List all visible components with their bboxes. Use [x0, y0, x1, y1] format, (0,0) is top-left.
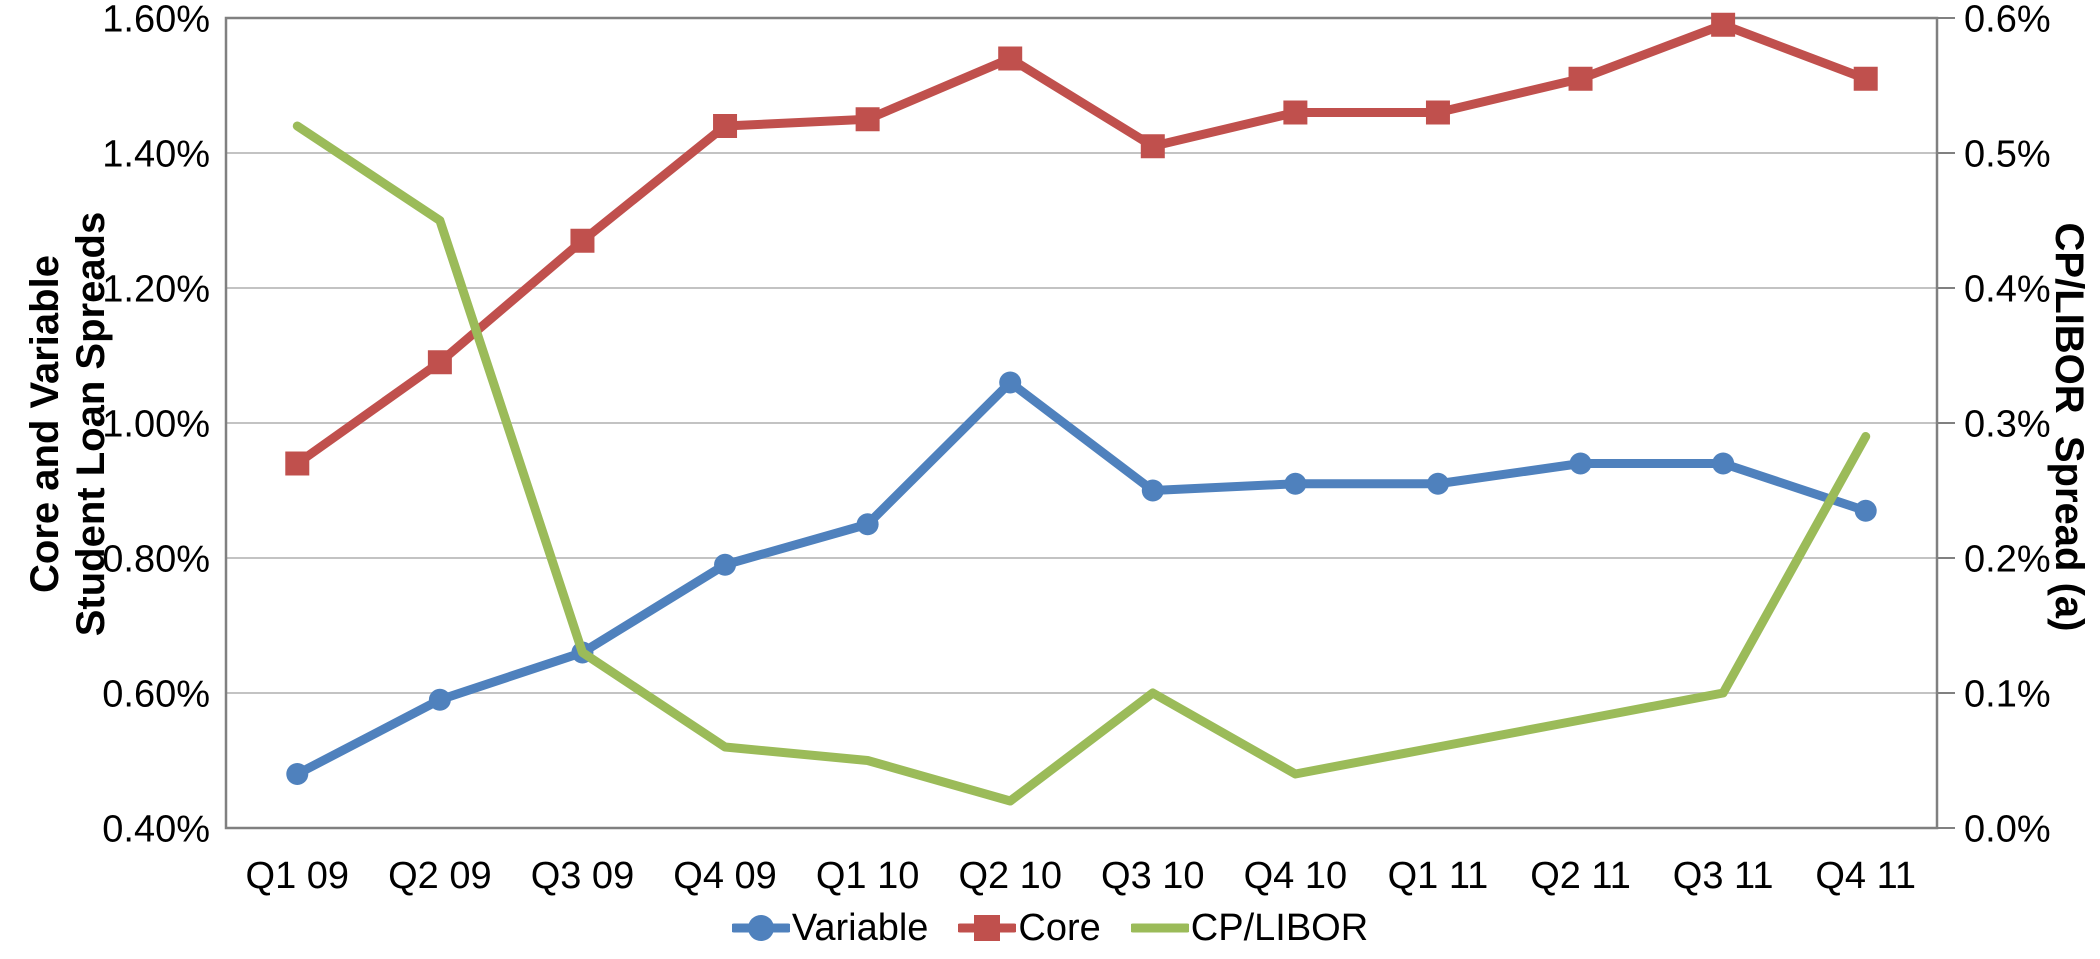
data-point-core [1711, 12, 1736, 37]
right-axis-tick-label: 0.5% [1964, 133, 2051, 175]
data-point-variable [714, 553, 737, 576]
data-point-variable [1284, 472, 1307, 495]
data-point-core [570, 228, 595, 253]
data-point-variable [1141, 479, 1164, 502]
legend-item-variable: Variable [731, 906, 929, 950]
data-point-core [285, 451, 310, 476]
left-axis-tick-label: 0.40% [102, 808, 210, 850]
x-axis-label: Q1 09 [246, 855, 350, 897]
data-point-variable [1712, 452, 1735, 475]
x-axis-label: Q3 09 [531, 855, 635, 897]
x-axis-label: Q3 10 [1101, 855, 1205, 897]
right-axis-title: CP/LIBOR Spread (a) [2047, 222, 2091, 632]
data-point-core [1283, 100, 1308, 125]
data-point-variable [1569, 452, 1592, 475]
legend-label: CP/LIBOR [1190, 906, 1369, 949]
x-axis-label: Q4 10 [1244, 855, 1348, 897]
core-line-square-marker-icon [958, 915, 1017, 941]
series-line-variable [292, 378, 1871, 779]
series-line-core [292, 20, 1871, 468]
data-point-variable [1426, 472, 1449, 495]
plot-border [224, 16, 1939, 830]
data-point-variable [1854, 499, 1877, 522]
data-point-core [1140, 134, 1165, 159]
right-axis-tick-label: 0.0% [1964, 808, 2051, 850]
data-point-core [1425, 100, 1450, 125]
data-point-variable [856, 513, 879, 536]
series-line-cp-libor [292, 121, 1871, 806]
x-axis-label: Q2 10 [958, 855, 1062, 897]
data-point-variable [999, 371, 1022, 394]
x-axis-label: Q4 11 [1815, 855, 1916, 897]
left-axis-tick-label: 0.60% [102, 673, 210, 715]
variable-line-circle-marker-icon [731, 915, 790, 941]
left-axis-tick-label: 0.80% [102, 538, 210, 580]
data-point-variable [428, 688, 451, 711]
cp-libor-line-marker-icon [1130, 923, 1189, 933]
legend-label: Core [1018, 906, 1101, 949]
x-axis-label: Q1 10 [816, 855, 920, 897]
data-point-core [713, 114, 738, 138]
legend-label: Variable [791, 906, 929, 949]
right-axis-tick-label: 0.2% [1964, 538, 2051, 580]
data-point-variable [286, 763, 309, 785]
left-axis-title: Core and Variable Student Loan Spreads [23, 211, 113, 637]
x-axis-label: Q1 11 [1388, 855, 1489, 897]
left-axis-tick-label: 1.20% [102, 268, 210, 310]
x-axis-label: Q4 09 [673, 855, 777, 897]
right-axis-tick-label: 0.4% [1964, 268, 2051, 310]
data-point-core [998, 46, 1023, 71]
data-point-core [1568, 66, 1593, 91]
x-axis-label: Q2 11 [1530, 855, 1631, 897]
left-axis-tick-label: 1.00% [102, 403, 210, 445]
left-axis-tick-label: 1.60% [102, 0, 210, 40]
data-point-core [427, 350, 452, 375]
left-axis-tick-label: 1.40% [102, 133, 210, 175]
right-axis-tick-label: 0.6% [1964, 0, 2051, 40]
legend-item-cp-libor: CP/LIBOR [1130, 906, 1369, 950]
x-axis-label: Q3 11 [1673, 855, 1774, 897]
right-axis-tick-label: 0.1% [1964, 673, 2051, 715]
data-point-core [1853, 66, 1878, 91]
x-axis-label: Q2 09 [388, 855, 492, 897]
right-axis-tick-label: 0.3% [1964, 403, 2051, 445]
legend: Variable Core CP/LIBOR [0, 899, 2100, 957]
legend-item-core: Core [958, 906, 1101, 950]
data-point-core [855, 107, 880, 132]
